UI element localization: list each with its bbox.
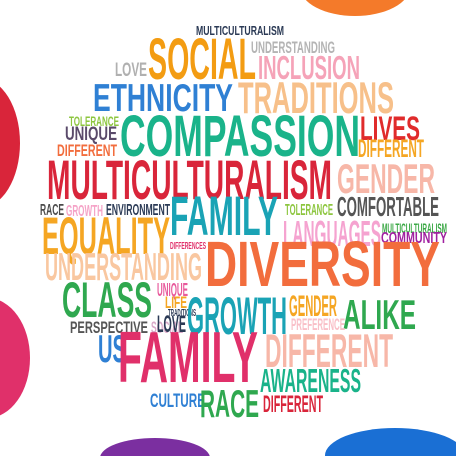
word-different-12: DIFFERENT	[358, 134, 424, 163]
word-gender-14: GENDER	[337, 154, 435, 202]
word-growth-32: GROWTH	[187, 286, 287, 346]
word-compassion-10: COMPASSION	[120, 103, 360, 169]
word-love-37: LOVE	[157, 311, 186, 338]
word-culture-43: CULTURE	[150, 389, 205, 412]
word-understanding-26: UNDERSTANDING	[45, 246, 202, 289]
word-equality-21: EQUALITY	[42, 206, 170, 266]
word-multiculturalism-13: MULTICULTURALISM	[47, 149, 332, 211]
word-inclusion-4: INCLUSION	[258, 50, 360, 87]
word-unique-29: UNIQUE	[157, 279, 188, 300]
word-diversity-27: DIVERSITY	[205, 227, 440, 300]
decorative-blob-bottom-right	[325, 428, 456, 456]
word-tolerance-7: TOLERANCE	[69, 112, 119, 129]
word-family-40: FAMILY	[118, 318, 258, 398]
word-comfortable-20: COMFORTABLE	[337, 191, 439, 222]
word-alike-34: ALIKE	[343, 290, 416, 338]
word-lives-11: LIVES	[360, 109, 420, 148]
word-gender-33: GENDER	[289, 290, 337, 323]
word-growth-16: GROWTH	[66, 203, 103, 221]
word-community-25: COMMUNITY	[381, 230, 447, 248]
word-different-9: DIFFERENT	[57, 141, 117, 160]
word-life-30: LIFE	[165, 293, 187, 312]
word-traditions-31: TRADITIONS	[168, 308, 196, 320]
decorative-blob-bottom-left	[100, 438, 210, 456]
word-us-39: US	[98, 328, 126, 371]
word-differences-22: DIFFERENCES	[170, 241, 206, 253]
decorative-blob-left-upper	[0, 78, 20, 208]
word-traditions-6: TRADITIONS	[238, 74, 394, 123]
word-unique-8: UNIQUE	[65, 122, 117, 145]
word-languages-23: LANGUAGES	[283, 212, 381, 254]
word-environment-17: ENVIRONMENT	[106, 202, 170, 220]
word-social-36: SOCIAL	[151, 318, 183, 337]
word-multiculturalism-24: MULTICULTURALISM	[382, 219, 447, 236]
word-ethnicity-5: ETHNICITY	[93, 77, 233, 120]
word-preference-38: PREFERENCE	[291, 315, 345, 334]
decorative-blob-left-lower	[0, 298, 30, 418]
word-different-45: DIFFERENT	[263, 391, 323, 418]
word-understanding-2: UNDERSTANDING	[251, 38, 335, 57]
word-multiculturalism-0: MULTICULTURALISM	[196, 23, 284, 38]
word-social-1: SOCIAL	[148, 26, 256, 92]
word-race-15: RACE	[40, 202, 64, 220]
decorative-blob-top	[300, 0, 410, 16]
word-class-28: CLASS	[62, 272, 152, 328]
word-different-41: DIFFERENT	[265, 324, 393, 378]
word-awareness-42: AWARENESS	[260, 363, 361, 400]
word-tolerance-19: TOLERANCE	[285, 202, 333, 220]
word-perspective-35: PERSPECTIVE	[70, 318, 148, 337]
word-family-18: FAMILY	[170, 185, 278, 247]
word-love-3: LOVE	[115, 58, 147, 81]
word-race-44: RACE	[200, 383, 259, 426]
